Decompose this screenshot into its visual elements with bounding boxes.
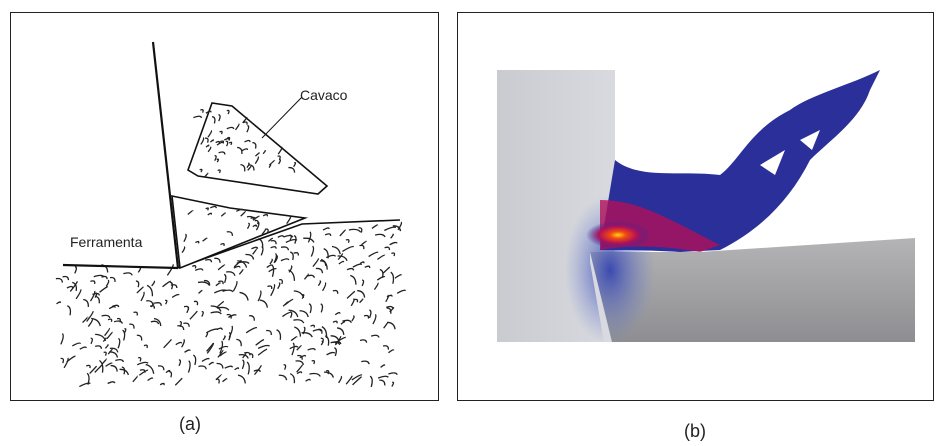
heat-zone <box>586 221 650 249</box>
figure: Cavaco Ferramenta (a) (b) <box>0 0 941 446</box>
panel-a-label: (a) <box>179 414 201 434</box>
tool-label: Ferramenta <box>70 234 143 250</box>
chip-label: Cavaco <box>300 87 348 103</box>
panel-b-label: (b) <box>684 421 706 441</box>
figure-canvas: Cavaco Ferramenta (a) (b) <box>0 0 941 446</box>
